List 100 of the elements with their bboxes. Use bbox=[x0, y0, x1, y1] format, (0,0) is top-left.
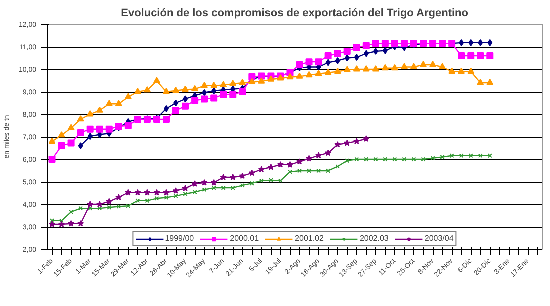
point bbox=[96, 126, 104, 133]
point bbox=[164, 195, 169, 200]
point bbox=[115, 100, 122, 106]
point bbox=[420, 61, 428, 68]
point bbox=[468, 52, 475, 60]
point bbox=[258, 166, 266, 173]
point bbox=[220, 91, 228, 98]
point bbox=[288, 170, 293, 174]
point bbox=[248, 78, 256, 85]
point bbox=[382, 40, 389, 48]
point bbox=[364, 157, 369, 162]
point bbox=[335, 57, 340, 64]
point bbox=[58, 142, 66, 150]
point bbox=[174, 194, 178, 198]
point bbox=[88, 206, 93, 211]
point bbox=[315, 58, 322, 66]
point bbox=[374, 157, 378, 162]
point bbox=[86, 110, 94, 117]
point bbox=[354, 157, 360, 162]
point bbox=[382, 47, 388, 54]
point bbox=[258, 78, 266, 84]
point bbox=[182, 185, 189, 192]
point bbox=[192, 85, 199, 92]
point bbox=[86, 201, 94, 208]
legend-label: 2002.03 bbox=[360, 234, 389, 243]
point bbox=[136, 198, 140, 204]
point bbox=[344, 48, 351, 55]
point bbox=[344, 54, 350, 62]
point bbox=[172, 86, 180, 94]
point bbox=[448, 68, 456, 74]
point bbox=[345, 158, 350, 164]
point bbox=[240, 183, 245, 188]
point bbox=[96, 106, 104, 113]
point bbox=[315, 70, 322, 76]
point bbox=[326, 168, 331, 174]
point bbox=[353, 44, 360, 52]
point bbox=[68, 124, 75, 130]
point bbox=[268, 76, 275, 82]
point bbox=[77, 220, 84, 227]
point bbox=[400, 63, 408, 70]
point bbox=[48, 138, 56, 144]
point bbox=[239, 172, 246, 180]
point bbox=[402, 157, 407, 162]
point bbox=[192, 190, 198, 195]
point bbox=[363, 136, 370, 142]
point bbox=[60, 218, 64, 224]
point bbox=[326, 59, 331, 66]
point bbox=[486, 79, 494, 86]
point bbox=[239, 88, 246, 96]
point bbox=[164, 105, 169, 112]
point bbox=[392, 157, 398, 162]
point bbox=[259, 178, 264, 184]
point bbox=[98, 206, 102, 211]
point bbox=[221, 186, 226, 190]
point bbox=[307, 168, 312, 174]
point bbox=[124, 93, 132, 100]
point bbox=[124, 122, 132, 130]
point bbox=[212, 186, 216, 190]
point bbox=[78, 142, 84, 150]
point bbox=[107, 205, 112, 210]
point bbox=[58, 221, 66, 228]
point bbox=[144, 86, 151, 93]
point bbox=[391, 40, 398, 48]
point bbox=[106, 126, 113, 133]
point bbox=[192, 180, 198, 187]
point bbox=[430, 156, 436, 161]
point bbox=[478, 154, 483, 158]
point bbox=[439, 63, 446, 70]
point bbox=[106, 100, 113, 106]
point bbox=[58, 131, 66, 138]
chart-title: Evolución de los compromisos de exportación del Trigo Argentino bbox=[121, 8, 469, 20]
point bbox=[201, 96, 208, 103]
point bbox=[344, 140, 351, 146]
point bbox=[202, 188, 207, 192]
point bbox=[277, 161, 284, 168]
point bbox=[297, 168, 302, 174]
legend-label: 1999/00 bbox=[165, 234, 194, 243]
point bbox=[248, 73, 256, 80]
point bbox=[210, 82, 218, 88]
point bbox=[391, 64, 398, 71]
point bbox=[268, 164, 275, 170]
point bbox=[306, 71, 313, 78]
point bbox=[154, 196, 160, 201]
point bbox=[354, 138, 360, 144]
point bbox=[126, 204, 131, 208]
point bbox=[315, 152, 322, 159]
point bbox=[144, 189, 151, 196]
point bbox=[69, 210, 74, 214]
point bbox=[372, 66, 380, 72]
point bbox=[220, 174, 227, 180]
point bbox=[336, 164, 340, 169]
point bbox=[477, 79, 484, 86]
point bbox=[230, 80, 237, 86]
point bbox=[468, 154, 474, 158]
point bbox=[410, 63, 418, 70]
point bbox=[477, 52, 484, 60]
point bbox=[183, 192, 188, 196]
point bbox=[210, 179, 218, 186]
point bbox=[116, 194, 122, 200]
point bbox=[268, 178, 274, 183]
